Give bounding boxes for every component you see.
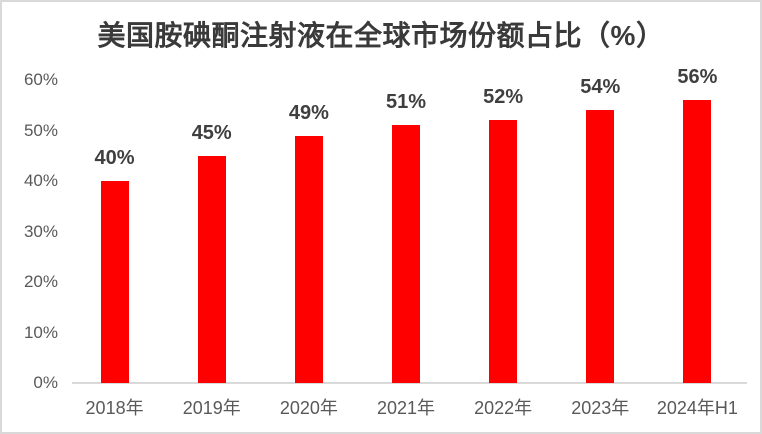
chart-title: 美国胺碘酮注射液在全球市场份额占比（%） [97,20,665,51]
y-axis-tick-label: 60% [23,70,58,89]
bar-group: 49% [260,102,357,383]
x-axis-label: 2023年 [571,398,630,418]
bar-group: 40% [66,147,163,383]
bar-value-label: 56% [677,66,718,88]
x-axis-label: 2022年 [474,398,533,418]
bar [586,110,615,383]
bar-value-label: 49% [288,102,329,124]
x-axis-line [72,382,747,384]
bar-series: 40% 45% 49% 51% 52% 54% 56% [66,2,746,383]
x-axis-label: 2024年H1 [656,398,738,418]
y-axis-tick-label: 20% [23,272,58,291]
bar-group: 54% [552,76,649,383]
bar [391,125,420,383]
bar [683,100,712,383]
bar-value-label: 52% [483,86,524,108]
bar-value-label: 54% [580,76,621,98]
y-axis-tick-label: 0% [33,373,58,392]
bar-value-label: 51% [385,91,426,113]
x-axis-label: 2018年 [85,398,144,418]
bar-group: 52% [455,86,552,383]
bar [100,181,129,383]
bar-group: 56% [649,66,746,383]
x-axis-label: 2020年 [279,398,338,418]
bar [294,136,323,383]
bar [489,120,518,383]
bar-value-label: 45% [191,122,232,144]
y-axis-tick-label: 30% [23,221,58,241]
bar-group: 51% [357,91,454,383]
bar-value-label: 40% [94,147,135,169]
y-axis-tick-label: 40% [23,171,58,190]
x-axis-label: 2021年 [376,398,436,418]
x-axis: 2018年 2019年 2020年 2021年 2022年 2023年 2024年H1 [66,394,746,420]
y-axis-tick-label: 10% [23,322,58,342]
bar [197,156,226,383]
y-axis-tick-label: 50% [23,120,58,140]
bar-group: 45% [163,122,260,383]
x-axis-label: 2019年 [182,398,241,418]
